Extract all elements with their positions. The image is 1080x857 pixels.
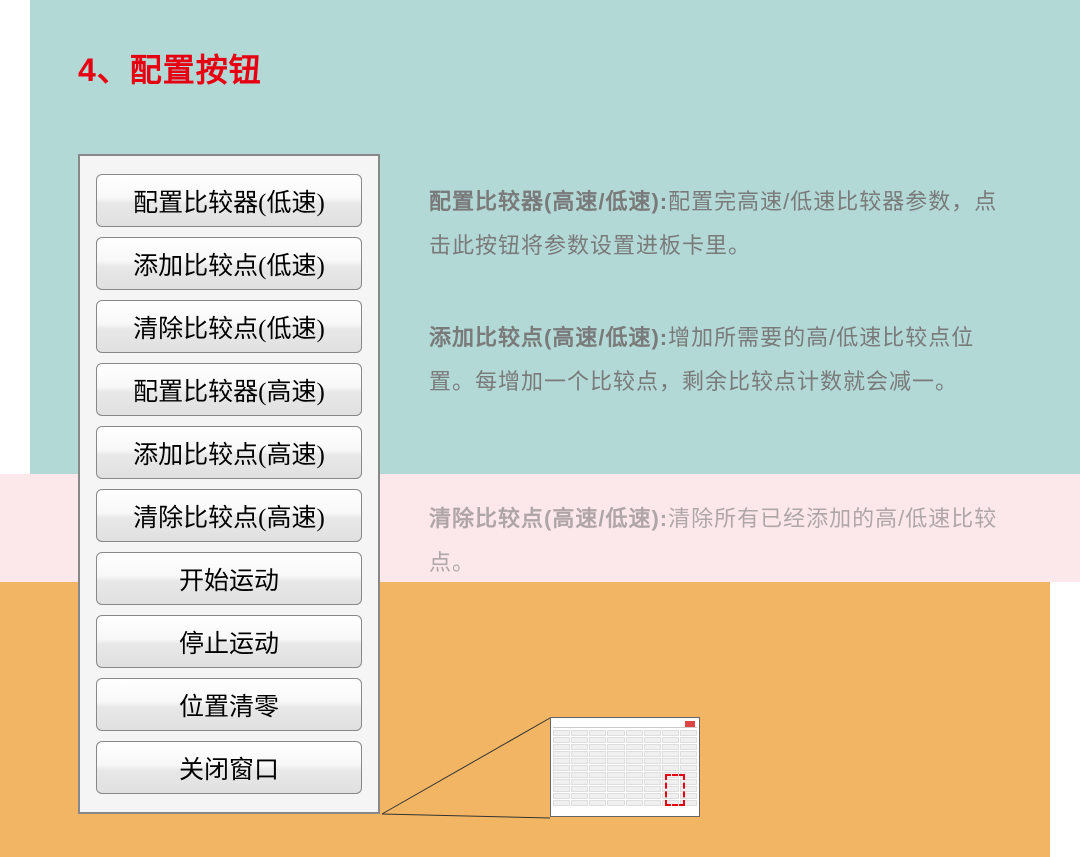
thumb-cell bbox=[607, 786, 624, 792]
thumb-cell bbox=[553, 779, 570, 785]
thumb-cell bbox=[644, 737, 661, 743]
thumb-cell bbox=[626, 765, 643, 771]
thumb-cell bbox=[626, 744, 643, 750]
thumb-cell bbox=[626, 786, 643, 792]
thumb-cell bbox=[644, 744, 661, 750]
thumb-cell bbox=[571, 765, 588, 771]
thumb-cell bbox=[662, 765, 679, 771]
thumb-cell bbox=[589, 786, 606, 792]
thumbnail-close-icon bbox=[685, 721, 695, 727]
thumb-cell bbox=[644, 772, 661, 778]
thumb-cell bbox=[607, 730, 624, 736]
thumb-cell bbox=[607, 744, 624, 750]
thumb-cell bbox=[626, 730, 643, 736]
thumb-cell bbox=[553, 744, 570, 750]
thumb-cell bbox=[589, 744, 606, 750]
thumb-cell bbox=[626, 772, 643, 778]
thumb-cell bbox=[662, 737, 679, 743]
thumb-cell bbox=[626, 737, 643, 743]
thumb-cell bbox=[553, 800, 570, 806]
thumb-cell bbox=[589, 737, 606, 743]
thumb-cell bbox=[553, 765, 570, 771]
thumb-cell bbox=[680, 751, 697, 757]
thumbnail-header bbox=[553, 720, 697, 728]
thumb-cell bbox=[607, 779, 624, 785]
thumb-cell bbox=[589, 779, 606, 785]
thumb-cell bbox=[571, 779, 588, 785]
thumb-cell bbox=[571, 793, 588, 799]
thumb-cell bbox=[662, 730, 679, 736]
thumb-cell bbox=[553, 772, 570, 778]
thumb-cell bbox=[662, 758, 679, 764]
callout-line bbox=[0, 0, 1080, 857]
thumb-cell bbox=[571, 737, 588, 743]
thumb-cell bbox=[644, 765, 661, 771]
thumb-cell bbox=[589, 758, 606, 764]
thumb-cell bbox=[644, 786, 661, 792]
thumb-cell bbox=[553, 730, 570, 736]
thumb-cell bbox=[626, 793, 643, 799]
thumb-cell bbox=[571, 730, 588, 736]
thumb-cell bbox=[571, 751, 588, 757]
thumb-cell bbox=[607, 800, 624, 806]
thumb-cell bbox=[626, 751, 643, 757]
thumb-cell bbox=[607, 793, 624, 799]
thumb-cell bbox=[589, 793, 606, 799]
thumb-cell bbox=[607, 772, 624, 778]
thumb-cell bbox=[644, 793, 661, 799]
thumb-cell bbox=[571, 800, 588, 806]
thumb-cell bbox=[607, 758, 624, 764]
thumb-cell bbox=[553, 793, 570, 799]
thumb-cell bbox=[644, 730, 661, 736]
thumb-cell bbox=[571, 786, 588, 792]
thumb-cell bbox=[680, 730, 697, 736]
thumb-cell bbox=[589, 800, 606, 806]
thumb-cell bbox=[553, 737, 570, 743]
thumb-cell bbox=[589, 772, 606, 778]
thumb-cell bbox=[607, 765, 624, 771]
thumb-cell bbox=[553, 758, 570, 764]
thumb-cell bbox=[662, 751, 679, 757]
thumb-cell bbox=[680, 737, 697, 743]
thumb-cell bbox=[607, 737, 624, 743]
thumb-cell bbox=[626, 779, 643, 785]
thumbnail-highlight bbox=[665, 774, 685, 806]
thumb-cell bbox=[589, 751, 606, 757]
thumb-cell bbox=[626, 758, 643, 764]
thumb-cell bbox=[644, 758, 661, 764]
thumb-cell bbox=[662, 744, 679, 750]
thumb-cell bbox=[626, 800, 643, 806]
thumb-cell bbox=[571, 744, 588, 750]
thumb-cell bbox=[680, 758, 697, 764]
thumb-cell bbox=[680, 744, 697, 750]
thumb-cell bbox=[553, 751, 570, 757]
thumb-cell bbox=[644, 800, 661, 806]
thumb-cell bbox=[553, 786, 570, 792]
thumb-cell bbox=[589, 730, 606, 736]
thumb-cell bbox=[571, 758, 588, 764]
thumb-cell bbox=[607, 751, 624, 757]
thumb-cell bbox=[644, 751, 661, 757]
thumb-cell bbox=[644, 779, 661, 785]
thumb-cell bbox=[680, 765, 697, 771]
thumb-cell bbox=[571, 772, 588, 778]
thumb-cell bbox=[589, 765, 606, 771]
